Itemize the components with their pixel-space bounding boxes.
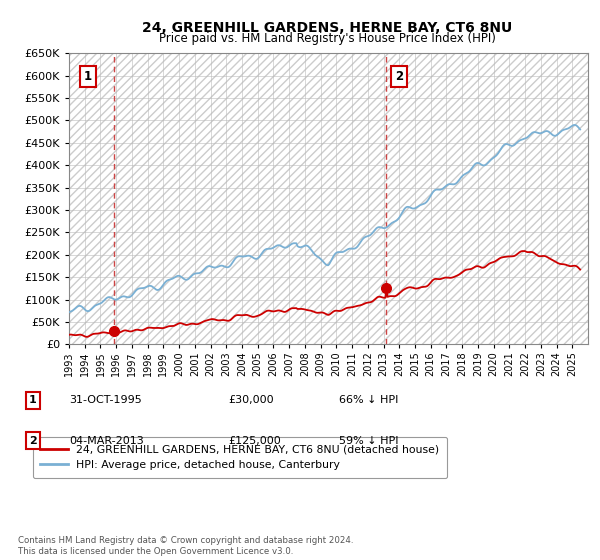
Text: 31-OCT-1995: 31-OCT-1995 [69, 395, 142, 405]
Text: 1: 1 [84, 70, 92, 83]
Text: 2: 2 [395, 70, 403, 83]
Text: Contains HM Land Registry data © Crown copyright and database right 2024.
This d: Contains HM Land Registry data © Crown c… [18, 536, 353, 556]
Text: 59% ↓ HPI: 59% ↓ HPI [339, 436, 398, 446]
Legend: 24, GREENHILL GARDENS, HERNE BAY, CT6 8NU (detached house), HPI: Average price, : 24, GREENHILL GARDENS, HERNE BAY, CT6 8N… [33, 437, 447, 478]
Text: 24, GREENHILL GARDENS, HERNE BAY, CT6 8NU: 24, GREENHILL GARDENS, HERNE BAY, CT6 8N… [142, 21, 512, 35]
Text: Price paid vs. HM Land Registry's House Price Index (HPI): Price paid vs. HM Land Registry's House … [158, 32, 496, 45]
Text: 66% ↓ HPI: 66% ↓ HPI [339, 395, 398, 405]
Text: 2: 2 [29, 436, 37, 446]
Text: £125,000: £125,000 [228, 436, 281, 446]
Text: 04-MAR-2013: 04-MAR-2013 [69, 436, 144, 446]
Text: £30,000: £30,000 [228, 395, 274, 405]
Text: 1: 1 [29, 395, 37, 405]
